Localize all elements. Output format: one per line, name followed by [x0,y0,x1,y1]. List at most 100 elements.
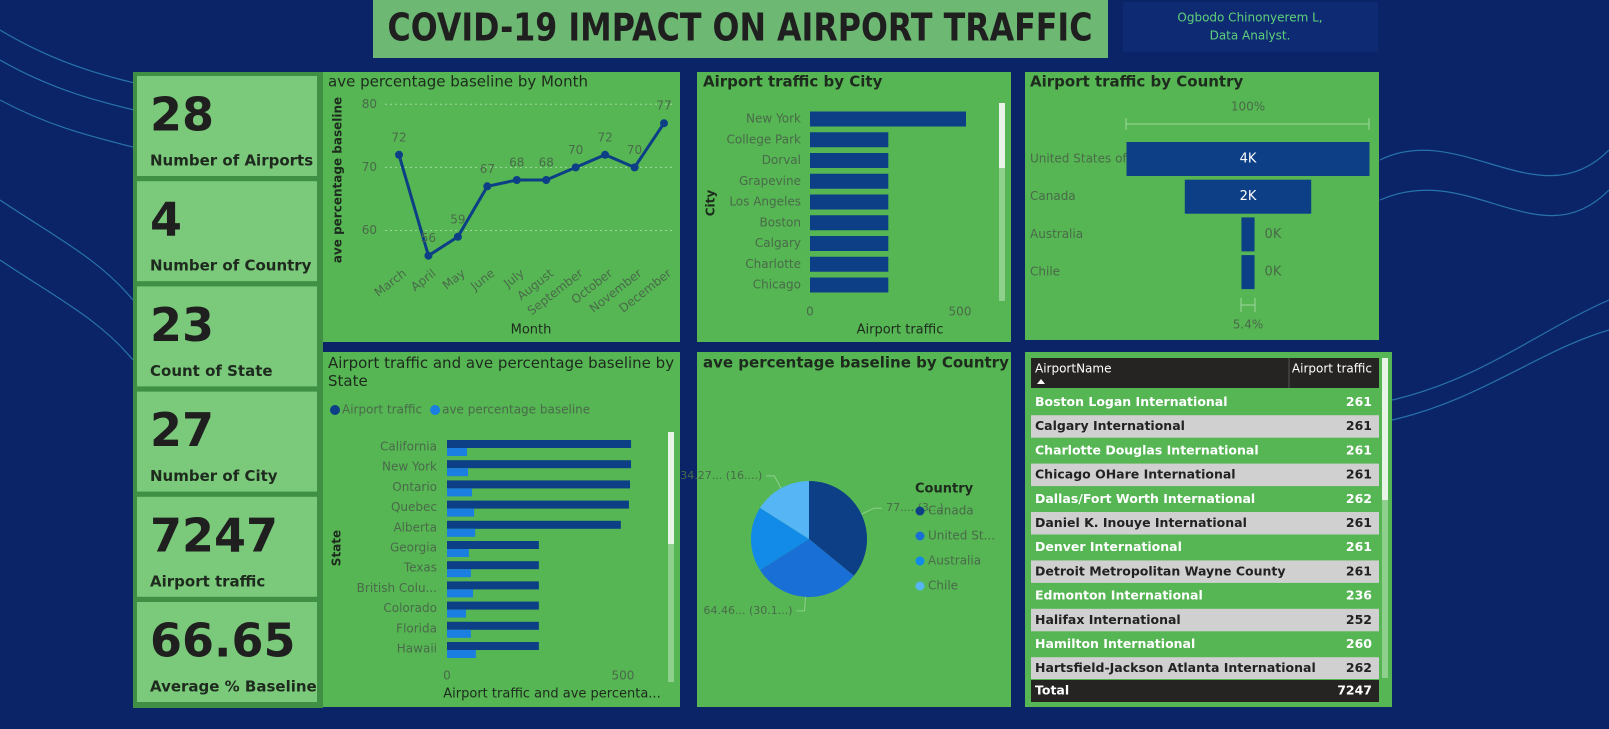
bar [447,549,469,557]
y-tick-label: Texas [403,561,437,575]
bar [447,480,631,489]
point [512,176,521,184]
cell: Hartsfield-Jackson Atlanta International [1035,660,1316,675]
line [397,122,666,259]
data-label: 56 [421,231,436,245]
bar [810,236,889,251]
y-tick-label: 80 [362,97,377,111]
x-axis-label: Airport traffic [857,323,944,338]
funnel-bar [1241,255,1255,290]
pie-slice [760,481,809,539]
leader-line [796,596,806,612]
cell: 261 [1346,563,1372,578]
kpi-value: 23 [150,298,214,352]
bar [810,153,889,168]
legend-marker [915,556,925,566]
cell: Charlotte Douglas International [1035,442,1259,457]
scrollbar-thumb[interactable] [999,103,1005,168]
legend-marker [430,405,441,415]
y-tick-label: Boston [760,215,801,229]
chart-title: Airport traffic and ave percentage basel… [328,354,674,390]
data-label: 70 [568,143,583,157]
bar [447,460,632,469]
y-tick-label: California [380,440,437,454]
author-box [1123,2,1378,52]
title-line: Airport traffic and ave percentage basel… [328,354,674,372]
table-row [1031,536,1379,559]
bar [447,520,621,529]
bracket [1125,118,1370,130]
bar [810,277,889,293]
y-axis-label: State [330,530,344,566]
point [483,182,492,191]
bar [447,500,629,509]
legend-marker [915,531,925,541]
point [542,176,551,184]
legend-marker [915,506,925,516]
kpi-value: 4 [150,193,182,247]
cell: Boston Logan International [1035,394,1228,409]
bar [447,581,539,590]
x-tick-label: 500 [612,669,635,683]
column-header[interactable]: Airport traffic [1292,362,1372,376]
x-tick-label: 0 [443,669,451,683]
bar [810,215,889,231]
cell: Denver International [1035,539,1182,554]
cell: Calgary International [1035,418,1185,433]
data-label: 67 [480,162,495,176]
bar [447,440,632,448]
kpi-label: Number of Airports [150,152,313,170]
bar [447,642,539,650]
scrollbar[interactable] [999,103,1005,301]
bar [447,488,472,497]
cell: 260 [1346,636,1372,651]
bar [447,541,539,549]
scrollbar[interactable] [1382,358,1388,678]
cell: 252 [1346,612,1372,627]
cell: 261 [1346,515,1372,530]
table-body: Boston Logan International 261 Calgary Int… [1031,391,1379,679]
y-tick-label: Ontario [392,480,437,494]
bar [810,132,889,148]
data-label: 0K [1265,265,1282,280]
kpi-label: Number of Country [150,257,312,275]
bracket [1240,298,1256,312]
bar [447,569,471,578]
bar [447,621,539,630]
cell: 261 [1346,394,1372,409]
y-tick-label: Hawaii [397,642,437,656]
legend-label: Canada [928,504,974,518]
column-header[interactable]: AirportName [1035,362,1111,376]
kpi-value: 27 [150,403,214,457]
bar [447,650,476,658]
data-label: 0K [1265,227,1282,242]
bar [447,609,467,618]
kpi-label: Number of City [150,467,278,485]
cell: Detroit Metropolitan Wayne County [1035,563,1286,578]
table-row [1031,633,1379,656]
y-tick-label: New York [746,112,801,126]
scrollbar[interactable] [668,432,674,682]
cell: 261 [1346,418,1372,433]
scrollbar-thumb[interactable] [668,432,674,544]
point [453,232,462,241]
y-tick-label: Alberta [393,520,437,534]
data-label: 59 [450,212,465,226]
scrollbar-thumb[interactable] [1382,358,1388,500]
bar [447,629,471,638]
table-row [1031,415,1379,438]
kpi-card [137,181,317,282]
y-tick-label: Florida [396,621,437,635]
data-label: 72 [597,130,612,144]
y-tick-label: Dorval [762,153,801,167]
y-tick-label: Charlotte [745,257,801,271]
table-row [1031,608,1379,632]
legend-label: Australia [928,554,981,568]
y-tick-label: 60 [362,223,377,237]
legend-label: Airport traffic [342,403,422,417]
kpi-card [137,602,317,702]
bar [447,561,539,570]
cell: 236 [1346,588,1372,603]
